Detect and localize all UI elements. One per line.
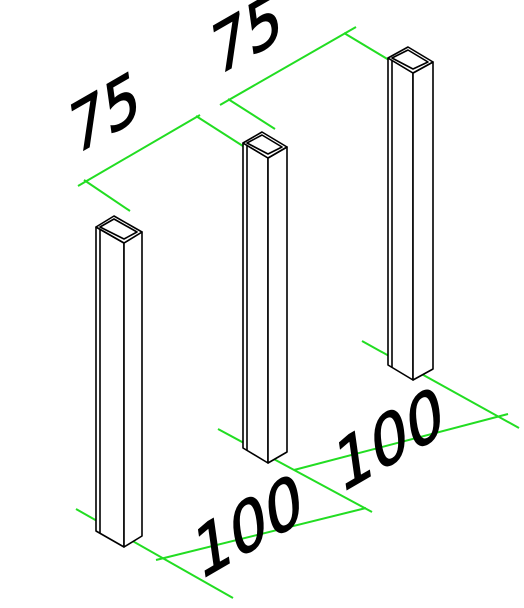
dim-75-right-label: 75 [207,0,286,93]
post-middle [242,131,288,464]
dim-75-left-ext-a [83,179,131,212]
dim-75-right-ext-a [227,98,276,130]
dim-100-back-label: 100 [331,369,448,510]
post-right-side-face [412,61,434,381]
dim-100-front-line [155,507,367,561]
post-left-side-face [123,231,143,548]
dim-100-back-line [293,413,509,471]
post-middle-side-face [267,146,288,464]
post-right-top-inner [391,49,429,70]
dim-75-left-line [77,114,201,187]
dim-100-front-label: 100 [190,456,307,597]
post-left [95,215,143,548]
dim-75-right-ext-b [343,32,395,64]
post-left-top-inner [99,218,138,240]
dim-75-left-ext-b [195,115,247,149]
post-right [387,46,434,381]
post-middle-top-inner [246,134,283,155]
dim-75-right-line [219,26,357,106]
